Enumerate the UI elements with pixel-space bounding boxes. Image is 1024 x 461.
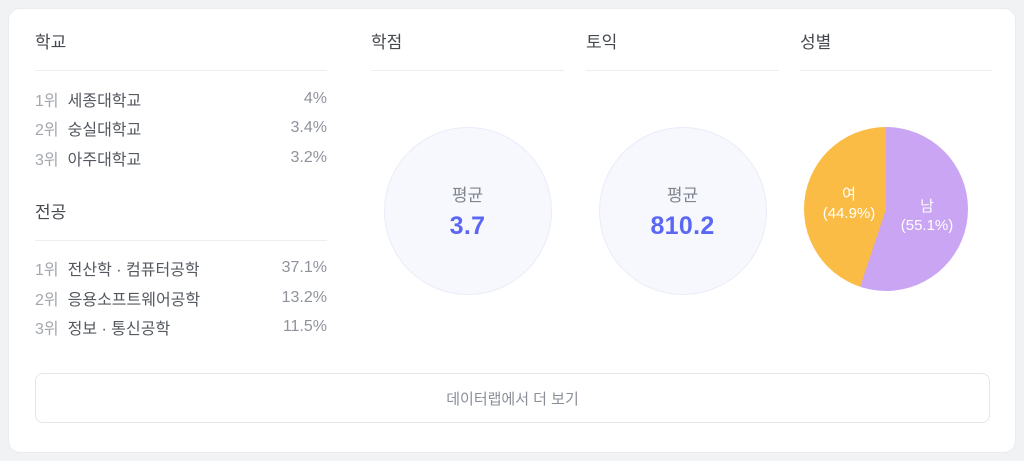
toeic-average-value: 810.2: [650, 212, 715, 240]
major-rank-list: 1위 전산학 · 컴퓨터공학 37.1% 2위 응용소프트웨어공학 13.2% …: [35, 254, 327, 343]
gpa-average-circle: 평균 3.7: [383, 127, 552, 295]
major-name: 응용소프트웨어공학: [67, 291, 201, 309]
school-percent: 4%: [303, 89, 327, 107]
toeic-average-circle: 평균 810.2: [598, 127, 767, 295]
school-divider: [35, 70, 327, 71]
male-percent: (55.1%): [900, 217, 954, 234]
rank-label: 1위: [35, 92, 59, 110]
school-name: 세종대학교: [67, 92, 142, 110]
datalab-more-button[interactable]: 데이터랩에서 더 보기: [35, 373, 990, 423]
gpa-average-label: 평균: [451, 186, 484, 205]
gpa-column: 학점 평균 3.7: [371, 33, 564, 295]
rank-label: 3위: [35, 151, 59, 169]
male-label: 남: [920, 198, 934, 215]
toeic-average-label: 평균: [666, 186, 699, 205]
major-name: 정보 · 통신공학: [67, 321, 171, 339]
pie-slice-label-female: 여 (44.9%): [823, 185, 876, 223]
toeic-divider: [586, 70, 779, 71]
rank-label: 3위: [35, 321, 59, 339]
toeic-section-title: 토익: [586, 33, 618, 52]
pie-slice-label-male: 남 (55.1%): [901, 197, 954, 235]
gender-section-title: 성별: [800, 33, 832, 52]
major-rank-row: 2위 응용소프트웨어공학 13.2%: [35, 283, 327, 313]
gpa-section-title: 학점: [371, 33, 403, 52]
major-percent: 11.5%: [282, 318, 327, 336]
major-percent: 37.1%: [281, 259, 327, 277]
gender-pie-chart: 여 (44.9%) 남 (55.1%): [804, 127, 968, 291]
major-rank-row: 1위 전산학 · 컴퓨터공학 37.1%: [35, 254, 327, 284]
school-section-title: 학교: [35, 33, 67, 52]
rank-label: 2위: [35, 122, 59, 140]
gpa-average-value: 3.7: [449, 212, 486, 240]
major-percent: 13.2%: [281, 288, 327, 306]
major-section-title: 전공: [35, 202, 67, 222]
female-label: 여: [842, 186, 856, 203]
rank-label: 1위: [35, 262, 59, 280]
school-rank-row: 3위 아주대학교 3.2%: [35, 143, 327, 173]
school-name: 숭실대학교: [67, 122, 142, 140]
major-name: 전산학 · 컴퓨터공학: [67, 262, 200, 280]
major-rank-row: 3위 정보 · 통신공학 11.5%: [35, 313, 327, 343]
gpa-divider: [371, 70, 564, 71]
female-percent: (44.9%): [822, 205, 876, 222]
school-percent: 3.2%: [290, 148, 327, 166]
school-major-column: 학교 1위 세종대학교 4% 2위 숭실대학교 3.4% 3위 아주대학교 3.…: [35, 33, 327, 342]
toeic-column: 토익 평균 810.2: [586, 33, 779, 295]
school-rank-row: 2위 숭실대학교 3.4%: [35, 114, 327, 144]
gender-divider: [800, 70, 992, 71]
school-percent: 3.4%: [290, 119, 327, 137]
major-divider: [35, 239, 327, 241]
school-rank-list: 1위 세종대학교 4% 2위 숭실대학교 3.4% 3위 아주대학교 3.2%: [35, 84, 327, 173]
school-name: 아주대학교: [67, 151, 142, 169]
school-rank-row: 1위 세종대학교 4%: [35, 84, 327, 114]
stats-card: 학교 1위 세종대학교 4% 2위 숭실대학교 3.4% 3위 아주대학교 3.…: [8, 8, 1016, 453]
gender-column: 성별 여 (44.9%) 남 (55.1%): [800, 33, 992, 291]
rank-label: 2위: [35, 291, 59, 309]
